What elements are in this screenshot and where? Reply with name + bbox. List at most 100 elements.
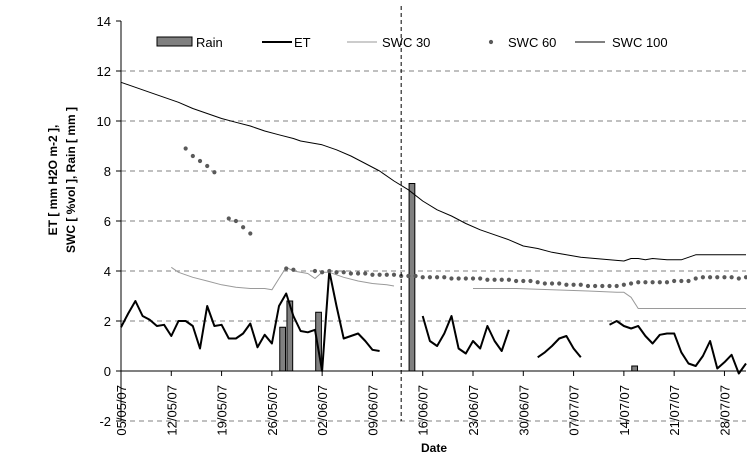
swc-60-point bbox=[485, 277, 490, 282]
swc-60-point bbox=[700, 275, 705, 280]
swc-60-point bbox=[542, 281, 547, 286]
swc-60-point bbox=[233, 218, 239, 224]
swc-60-point bbox=[355, 271, 361, 276]
series-lines bbox=[120, 81, 747, 375]
x-tick-label: 14/07/07 bbox=[617, 385, 632, 436]
swc-60-point bbox=[549, 281, 555, 286]
swc-60-point bbox=[197, 158, 203, 164]
swc-60-point bbox=[248, 231, 253, 236]
x-tick-label: 28/07/07 bbox=[717, 385, 732, 436]
swc-60-point bbox=[535, 280, 540, 285]
y-axis-title-line1: ET [ mm H2O m-2 ], bbox=[46, 125, 60, 236]
swc-60-point bbox=[722, 275, 727, 280]
swc-60-point bbox=[427, 275, 433, 280]
swc-60-point bbox=[406, 273, 411, 279]
swc-60-point bbox=[743, 275, 747, 280]
swc-60-point bbox=[514, 278, 519, 284]
swc-60-point bbox=[312, 268, 318, 274]
x-tick-label: 30/06/07 bbox=[516, 385, 531, 436]
swc-60-point bbox=[384, 272, 389, 277]
y-axis-title-line2: SWC [ %vol ], Rain [ mm ] bbox=[64, 107, 78, 253]
x-tick-label: 07/07/07 bbox=[567, 385, 582, 436]
swc-60-point bbox=[413, 273, 418, 279]
swc-60-point bbox=[449, 276, 454, 281]
rain-bar bbox=[279, 326, 287, 372]
swc-60-point bbox=[363, 271, 368, 276]
x-tick-labels: 05/05/07 12/05/07 19/05/07 26/05/07 02/06/07… bbox=[114, 385, 732, 436]
swc-60-point bbox=[456, 276, 461, 281]
swc-60-point bbox=[370, 272, 375, 277]
gridlines bbox=[121, 70, 746, 422]
swc-60-point bbox=[736, 276, 741, 281]
swc-60-point bbox=[628, 281, 634, 286]
swc-60-point bbox=[600, 283, 605, 289]
swc-60-point bbox=[327, 268, 332, 274]
y-tick-label: 8 bbox=[104, 164, 111, 179]
et-line bbox=[421, 315, 510, 355]
y-tick-label: 10 bbox=[97, 114, 111, 129]
x-axis-title: Date bbox=[421, 441, 447, 455]
swc-60-point bbox=[291, 267, 296, 272]
swc-60-point bbox=[693, 276, 698, 281]
swc-60-points bbox=[183, 146, 747, 289]
x-tick-label: 12/05/07 bbox=[164, 385, 179, 436]
swc-60-point bbox=[672, 278, 677, 284]
y-tick-labels: -2 0 2 4 6 8 10 12 14 bbox=[97, 14, 111, 429]
swc-60-point bbox=[650, 280, 655, 285]
y-tick-label: 4 bbox=[104, 264, 111, 279]
swc-60-point bbox=[334, 270, 339, 275]
et-line bbox=[120, 270, 380, 372]
swc-60-point bbox=[506, 277, 512, 282]
swc-60-point bbox=[470, 276, 476, 281]
y-tick-label: 14 bbox=[97, 14, 111, 29]
swc-60-point bbox=[205, 163, 210, 169]
swc-60-point bbox=[571, 282, 576, 287]
swc-60-point bbox=[492, 277, 497, 282]
swc-60-point bbox=[241, 225, 246, 230]
legend-marker-swc-60 bbox=[488, 39, 494, 45]
swc-60-point bbox=[391, 272, 397, 277]
swc-60-point bbox=[183, 146, 188, 151]
swc-60-point bbox=[478, 276, 483, 281]
x-tick-label: 21/07/07 bbox=[667, 385, 682, 436]
x-tick-label: 05/05/07 bbox=[114, 385, 129, 436]
swc-100-line bbox=[120, 81, 746, 262]
legend-label-swc-30: SWC 30 bbox=[382, 35, 430, 50]
swc-60-point bbox=[557, 281, 562, 286]
axes bbox=[116, 6, 746, 422]
swc-60-point bbox=[715, 275, 720, 280]
swc-60-point bbox=[593, 283, 598, 289]
swc-60-point bbox=[341, 270, 346, 275]
legend-marker-rain bbox=[156, 36, 193, 47]
swc-60-point bbox=[226, 216, 231, 221]
x-tick-label: 19/05/07 bbox=[215, 385, 230, 436]
swc-30-line bbox=[473, 288, 746, 309]
swc-60-point bbox=[686, 278, 691, 284]
swc-60-point bbox=[643, 280, 648, 285]
swc-60-point bbox=[284, 266, 289, 271]
x-tick-label: 16/06/07 bbox=[416, 385, 431, 436]
et-line bbox=[609, 320, 747, 375]
legend-label-et: ET bbox=[294, 35, 311, 50]
swc-60-point bbox=[578, 282, 583, 287]
swc-60-point bbox=[729, 275, 734, 280]
x-tick-label: 23/06/07 bbox=[466, 385, 481, 436]
swc-60-point bbox=[679, 278, 684, 284]
rain-bar bbox=[631, 365, 639, 372]
swc-60-point bbox=[607, 283, 612, 289]
y-tick-label: 2 bbox=[104, 314, 111, 329]
swc-60-point bbox=[463, 276, 468, 281]
swc-60-point bbox=[664, 280, 670, 285]
x-tick-label: 26/05/07 bbox=[265, 385, 280, 436]
legend-label-swc-60: SWC 60 bbox=[508, 35, 556, 50]
swc-60-point bbox=[707, 275, 713, 280]
y-tick-label: 0 bbox=[104, 364, 111, 379]
legend: Rain ET SWC 30 SWC 60 SWC 100 bbox=[156, 35, 668, 50]
swc-60-point bbox=[434, 275, 440, 280]
swc-60-point bbox=[621, 282, 626, 287]
swc-60-point bbox=[442, 275, 447, 280]
et-line bbox=[537, 335, 582, 359]
legend-label-swc-100: SWC 100 bbox=[612, 35, 668, 50]
swc-60-point bbox=[636, 280, 641, 285]
